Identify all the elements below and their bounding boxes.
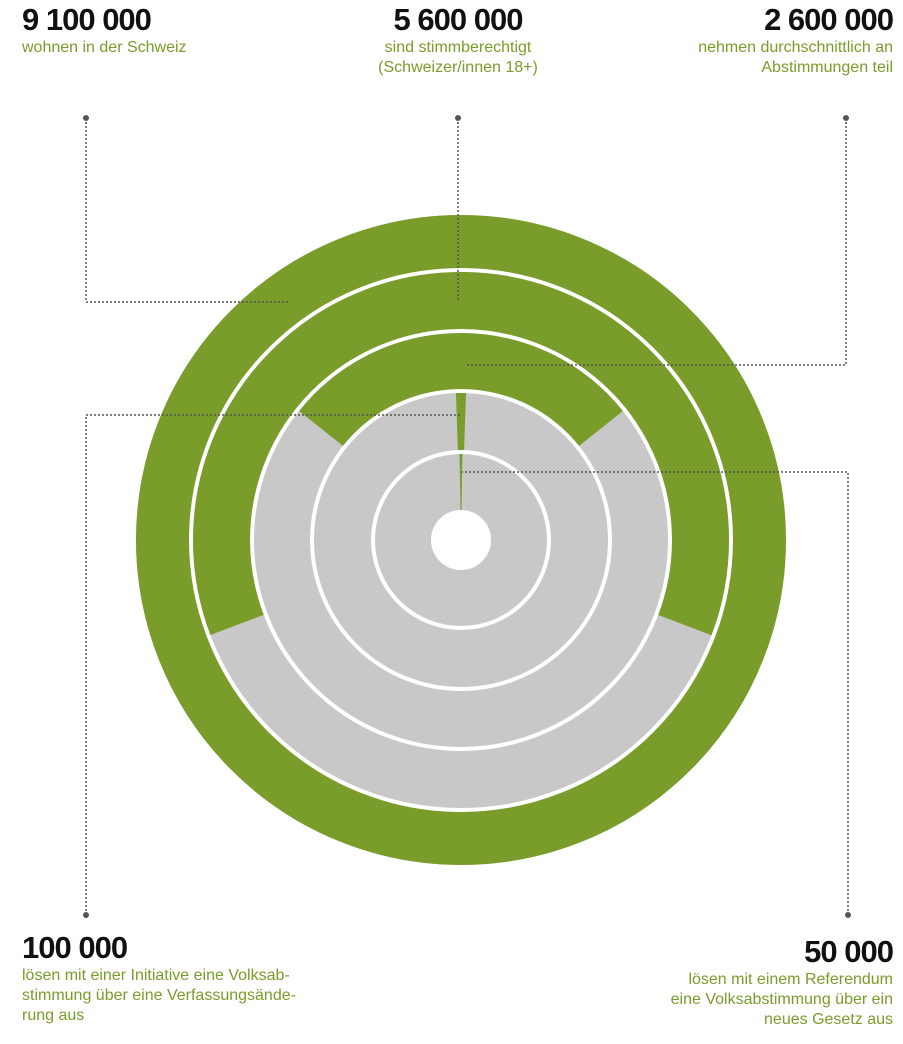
leader-line <box>465 118 847 366</box>
description: stimmung über eine Verfassungsände- <box>22 987 296 1004</box>
description: sind stimmberechtigt <box>385 39 532 56</box>
labels: 9 100 000 wohnen in der Schweiz 5 600 000 s… <box>21 2 894 1028</box>
value-label: 50 000 <box>804 934 893 969</box>
description: nehmen durchschnittlich an <box>698 39 893 56</box>
ring-value <box>254 333 668 747</box>
description: eine Volksabstimmung über ein <box>671 991 893 1008</box>
description: neues Gesetz aus <box>764 1011 893 1028</box>
ring-value <box>136 215 786 865</box>
value-label: 9 100 000 <box>22 2 151 37</box>
description: Abstimmungen teil <box>761 59 893 76</box>
value-label: 5 600 000 <box>394 2 523 37</box>
description: lösen mit einem Referendum <box>688 971 893 988</box>
ring-value <box>314 393 608 687</box>
rings <box>136 215 786 865</box>
description: wohnen in der Schweiz <box>21 39 187 56</box>
leader-dot <box>843 115 849 121</box>
ring-value <box>192 272 729 808</box>
description: rung aus <box>22 1007 84 1024</box>
leader-dot <box>455 115 461 121</box>
ring-value <box>375 454 547 626</box>
leader-dot <box>83 115 89 121</box>
value-label: 100 000 <box>22 930 127 965</box>
description: (Schweizer/innen 18+) <box>378 59 538 76</box>
leader-dot <box>83 912 89 918</box>
leader-line <box>462 471 849 915</box>
leader-dot <box>845 912 851 918</box>
value-label: 2 600 000 <box>764 2 893 37</box>
leader-lines <box>83 115 851 918</box>
leader-line <box>85 118 290 303</box>
leader-line <box>85 414 460 915</box>
description: lösen mit einer Initiative eine Volksab- <box>22 967 290 984</box>
